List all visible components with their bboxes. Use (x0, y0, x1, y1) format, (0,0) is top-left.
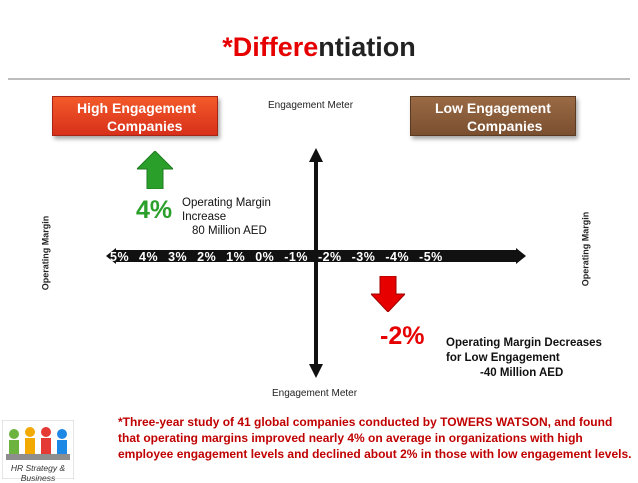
title-red-part: *Differe (222, 32, 319, 62)
decrease-description: Operating Margin Decreases for Low Engag… (446, 336, 602, 381)
decrease-line1: Operating Margin Decreases (446, 337, 602, 349)
horizontal-axis-arrow (106, 248, 526, 264)
study-footnote: *Three-year study of 41 global companies… (118, 415, 632, 461)
high-engagement-line1: High Engagement (77, 100, 197, 116)
increase-value: 80 Million AED (192, 225, 267, 237)
decrease-percent: -2% (380, 322, 425, 350)
logo-caption: HR Strategy & Business (10, 463, 66, 483)
increase-description: Operating Margin Increase 80 Million AED (182, 196, 271, 238)
low-engagement-box: Low Engagement Companies (410, 96, 576, 136)
engagement-meter-label-top: Engagement Meter (268, 100, 354, 111)
engagement-meter-label-bottom: Engagement Meter (272, 388, 358, 399)
title-dark-part: ntiation (318, 32, 416, 62)
increase-percent: 4% (136, 196, 173, 224)
vertical-axis-arrow (309, 148, 323, 378)
title-divider (8, 78, 630, 80)
engagement-scale: 5% 4% 3% 2% 1% 0% -1% -2% -3% -4% -5% (110, 250, 443, 264)
decrease-value: -40 Million AED (480, 367, 564, 379)
low-engagement-line1: Low Engagement (435, 100, 551, 116)
operating-margin-label-right: Operating Margin (580, 211, 591, 287)
low-engagement-line2: Companies (467, 118, 543, 134)
increase-line2: Increase (182, 211, 227, 223)
page-title: *Differentiation (0, 32, 638, 63)
puzzle-people-logo-icon (2, 420, 74, 479)
increase-line1: Operating Margin (182, 197, 271, 209)
up-arrow-icon (137, 151, 173, 189)
decrease-line2: for Low Engagement (446, 352, 560, 364)
operating-margin-label-left: Operating Margin (40, 215, 51, 291)
high-engagement-box: High Engagement Companies (52, 96, 218, 136)
high-engagement-line2: Companies (107, 118, 183, 134)
down-arrow-icon (371, 276, 405, 312)
